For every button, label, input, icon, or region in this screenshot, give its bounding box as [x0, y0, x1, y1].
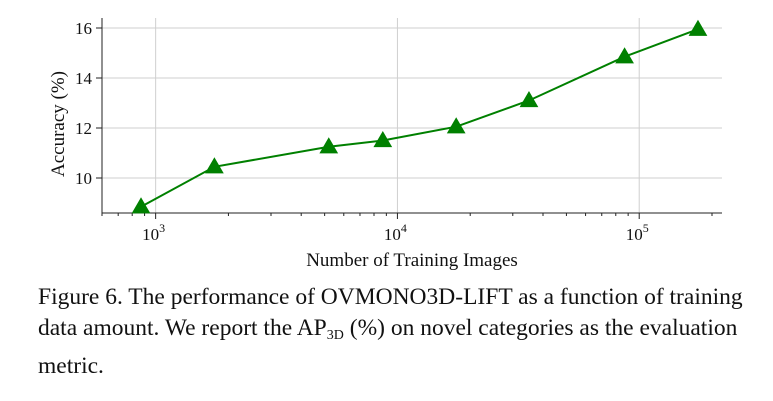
- y-ticks: 10 12 14 16: [75, 19, 102, 188]
- data-point-marker: [131, 197, 151, 214]
- y-tick-label: 10: [75, 169, 92, 188]
- x-axis-title: Number of Training Images: [306, 250, 518, 271]
- caption-smallcaps: ONO: [375, 284, 427, 310]
- y-axis-title: Accuracy (%): [48, 71, 69, 177]
- y-tick-label: 12: [75, 119, 92, 138]
- data-point-marker: [319, 137, 339, 154]
- series-line: [140, 28, 699, 208]
- line-chart: 103 104 105 10 12 14 16 Number of Training Im…: [48, 18, 722, 271]
- figure-caption: Figure 6. The performance of OVMONO3D-LI…: [38, 282, 758, 382]
- series-markers: [131, 19, 708, 214]
- y-tick-label: 14: [75, 69, 93, 88]
- caption-prefix: Figure 6. The performance of OVM: [38, 284, 376, 310]
- x-tick-label: 104: [384, 221, 407, 244]
- data-point-marker: [373, 131, 393, 148]
- data-point-marker: [519, 91, 539, 108]
- data-point-marker: [615, 47, 634, 64]
- x-tick-label: 103: [142, 221, 165, 244]
- data-point-marker: [205, 157, 224, 174]
- axes: [101, 18, 722, 214]
- y-tick-label: 16: [75, 19, 92, 38]
- caption-middle: 3D-LIFT as a function of training data a…: [38, 284, 743, 341]
- caption-suffix: (%) on novel categories as the evaluatio…: [38, 315, 738, 379]
- grid-lines: [102, 18, 722, 213]
- caption-subscript: 3D: [326, 328, 344, 343]
- series-lines: [140, 28, 699, 208]
- data-point-marker: [688, 19, 708, 36]
- x-ticks: 103 104 105: [101, 213, 713, 244]
- x-tick-label: 105: [626, 221, 649, 244]
- data-point-marker: [446, 117, 466, 134]
